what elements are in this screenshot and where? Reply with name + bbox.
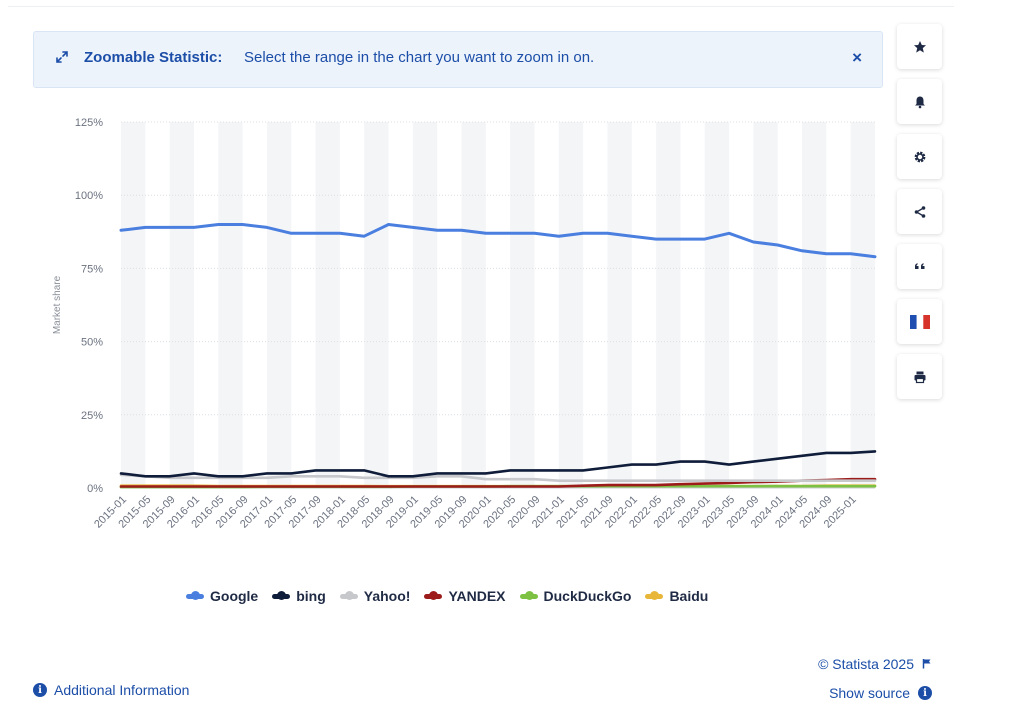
legend-label: DuckDuckGo [543, 588, 632, 604]
line-chart[interactable]: 0%25%50%75%100%125% 2015-012015-052015-0… [0, 0, 900, 580]
series-line-google[interactable] [119, 223, 877, 259]
info-icon: i [33, 683, 47, 697]
grid-band [607, 122, 632, 488]
flag-icon [922, 656, 932, 672]
copyright[interactable]: © Statista 2025 [818, 656, 932, 672]
legend-item-google[interactable]: Google [186, 588, 258, 604]
legend-label: Baidu [669, 588, 709, 604]
grid-band [802, 122, 827, 488]
y-tick-label: 0% [87, 483, 103, 495]
legend-label: Google [210, 588, 259, 604]
copyright-label: © Statista 2025 [818, 656, 914, 672]
share-icon [913, 205, 927, 219]
legend-label: YANDEX [448, 588, 506, 604]
banner-text: Select the range in the chart you want t… [244, 49, 595, 66]
info-icon: i [918, 686, 932, 700]
series-line-yandex[interactable] [119, 477, 877, 488]
y-tick-label: 100% [75, 190, 103, 202]
y-tick-label: 50% [81, 337, 103, 349]
legend-item-bing[interactable]: bing [272, 588, 326, 604]
additional-info-link[interactable]: i Additional Information [33, 682, 189, 698]
bell-icon [913, 95, 927, 109]
legend-label: Yahoo! [363, 588, 411, 604]
close-banner-button[interactable]: × [852, 48, 862, 67]
grid-band [315, 122, 340, 488]
star-icon [913, 40, 927, 54]
legend-swatch [645, 591, 664, 600]
legend-swatch [424, 591, 443, 600]
legend-item-yandex[interactable]: YANDEX [424, 588, 506, 604]
grid-band [218, 122, 243, 488]
print-icon [913, 370, 927, 384]
grid-band [169, 122, 194, 488]
legend-item-baidu[interactable]: Baidu [645, 588, 708, 604]
france-flag-icon [909, 314, 930, 329]
legend-swatch [186, 591, 204, 600]
share-button[interactable] [897, 189, 942, 234]
grid-band [850, 122, 875, 488]
show-source-label: Show source [829, 685, 910, 701]
banner-title: Zoomable Statistic: [84, 49, 223, 66]
grid-band [412, 122, 438, 488]
series-line-bing[interactable] [119, 450, 877, 478]
grid-band [558, 122, 584, 488]
y-axis-label: Market share [52, 275, 63, 334]
grid-band [364, 122, 389, 488]
show-source-link[interactable]: Show source i [829, 685, 932, 701]
grid-band [121, 122, 146, 488]
gear-icon [913, 150, 927, 164]
language-button[interactable] [897, 299, 942, 344]
y-tick-label: 75% [81, 263, 103, 275]
legend-item-yahoo[interactable]: Yahoo! [339, 588, 411, 604]
settings-button[interactable] [897, 134, 942, 179]
legend-swatch [519, 591, 538, 600]
cite-button[interactable] [897, 244, 942, 289]
zoom-banner: Zoomable Statistic: Select the range in … [33, 31, 883, 88]
grid-band [266, 122, 292, 488]
print-button[interactable] [897, 354, 942, 399]
legend-swatch [339, 591, 358, 600]
y-tick-label: 25% [81, 410, 103, 422]
series-line-yahoo[interactable] [119, 473, 877, 482]
expand-icon [54, 49, 70, 65]
legend-label: bing [296, 588, 326, 604]
bookmark-button[interactable] [897, 24, 942, 69]
grid-band [704, 122, 730, 488]
legend-item-duckduckgo[interactable]: DuckDuckGo [519, 588, 632, 604]
notification-button[interactable] [897, 79, 942, 124]
grid-band [461, 122, 486, 488]
quote-icon [913, 260, 927, 274]
legend-swatch [272, 591, 291, 600]
chart-legend: Google bing Yahoo! YANDEX DuckDuckGo Baidu [186, 586, 722, 606]
additional-info-label: Additional Information [54, 682, 190, 698]
grid-band [753, 122, 778, 488]
y-tick-label: 125% [75, 117, 103, 129]
grid-band [656, 122, 681, 488]
grid-band [510, 122, 535, 488]
